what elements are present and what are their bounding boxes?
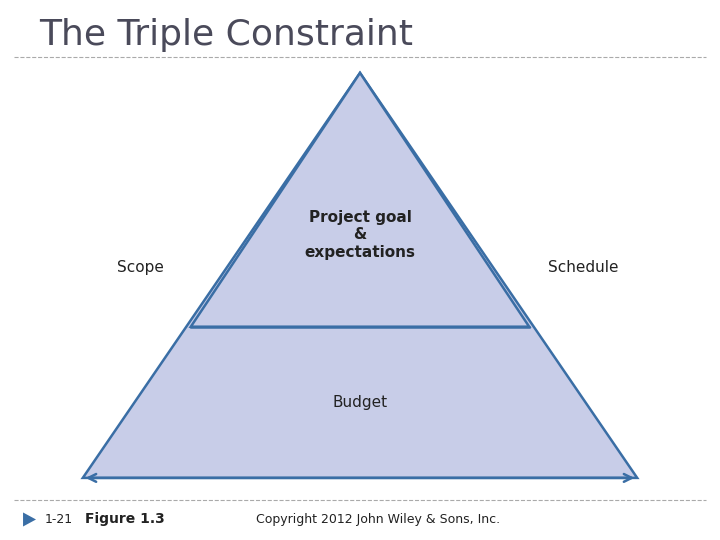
Text: Copyright 2012 John Wiley & Sons, Inc.: Copyright 2012 John Wiley & Sons, Inc.: [256, 513, 500, 526]
Text: Schedule: Schedule: [548, 260, 618, 275]
Text: The Triple Constraint: The Triple Constraint: [40, 18, 413, 52]
Text: Project goal
&
expectations: Project goal & expectations: [305, 210, 415, 260]
Text: Figure 1.3: Figure 1.3: [85, 512, 165, 526]
Text: Budget: Budget: [333, 395, 387, 410]
Polygon shape: [23, 512, 36, 526]
Polygon shape: [191, 73, 529, 327]
Polygon shape: [83, 73, 637, 478]
Text: Scope: Scope: [117, 260, 164, 275]
Text: 1-21: 1-21: [45, 513, 73, 526]
